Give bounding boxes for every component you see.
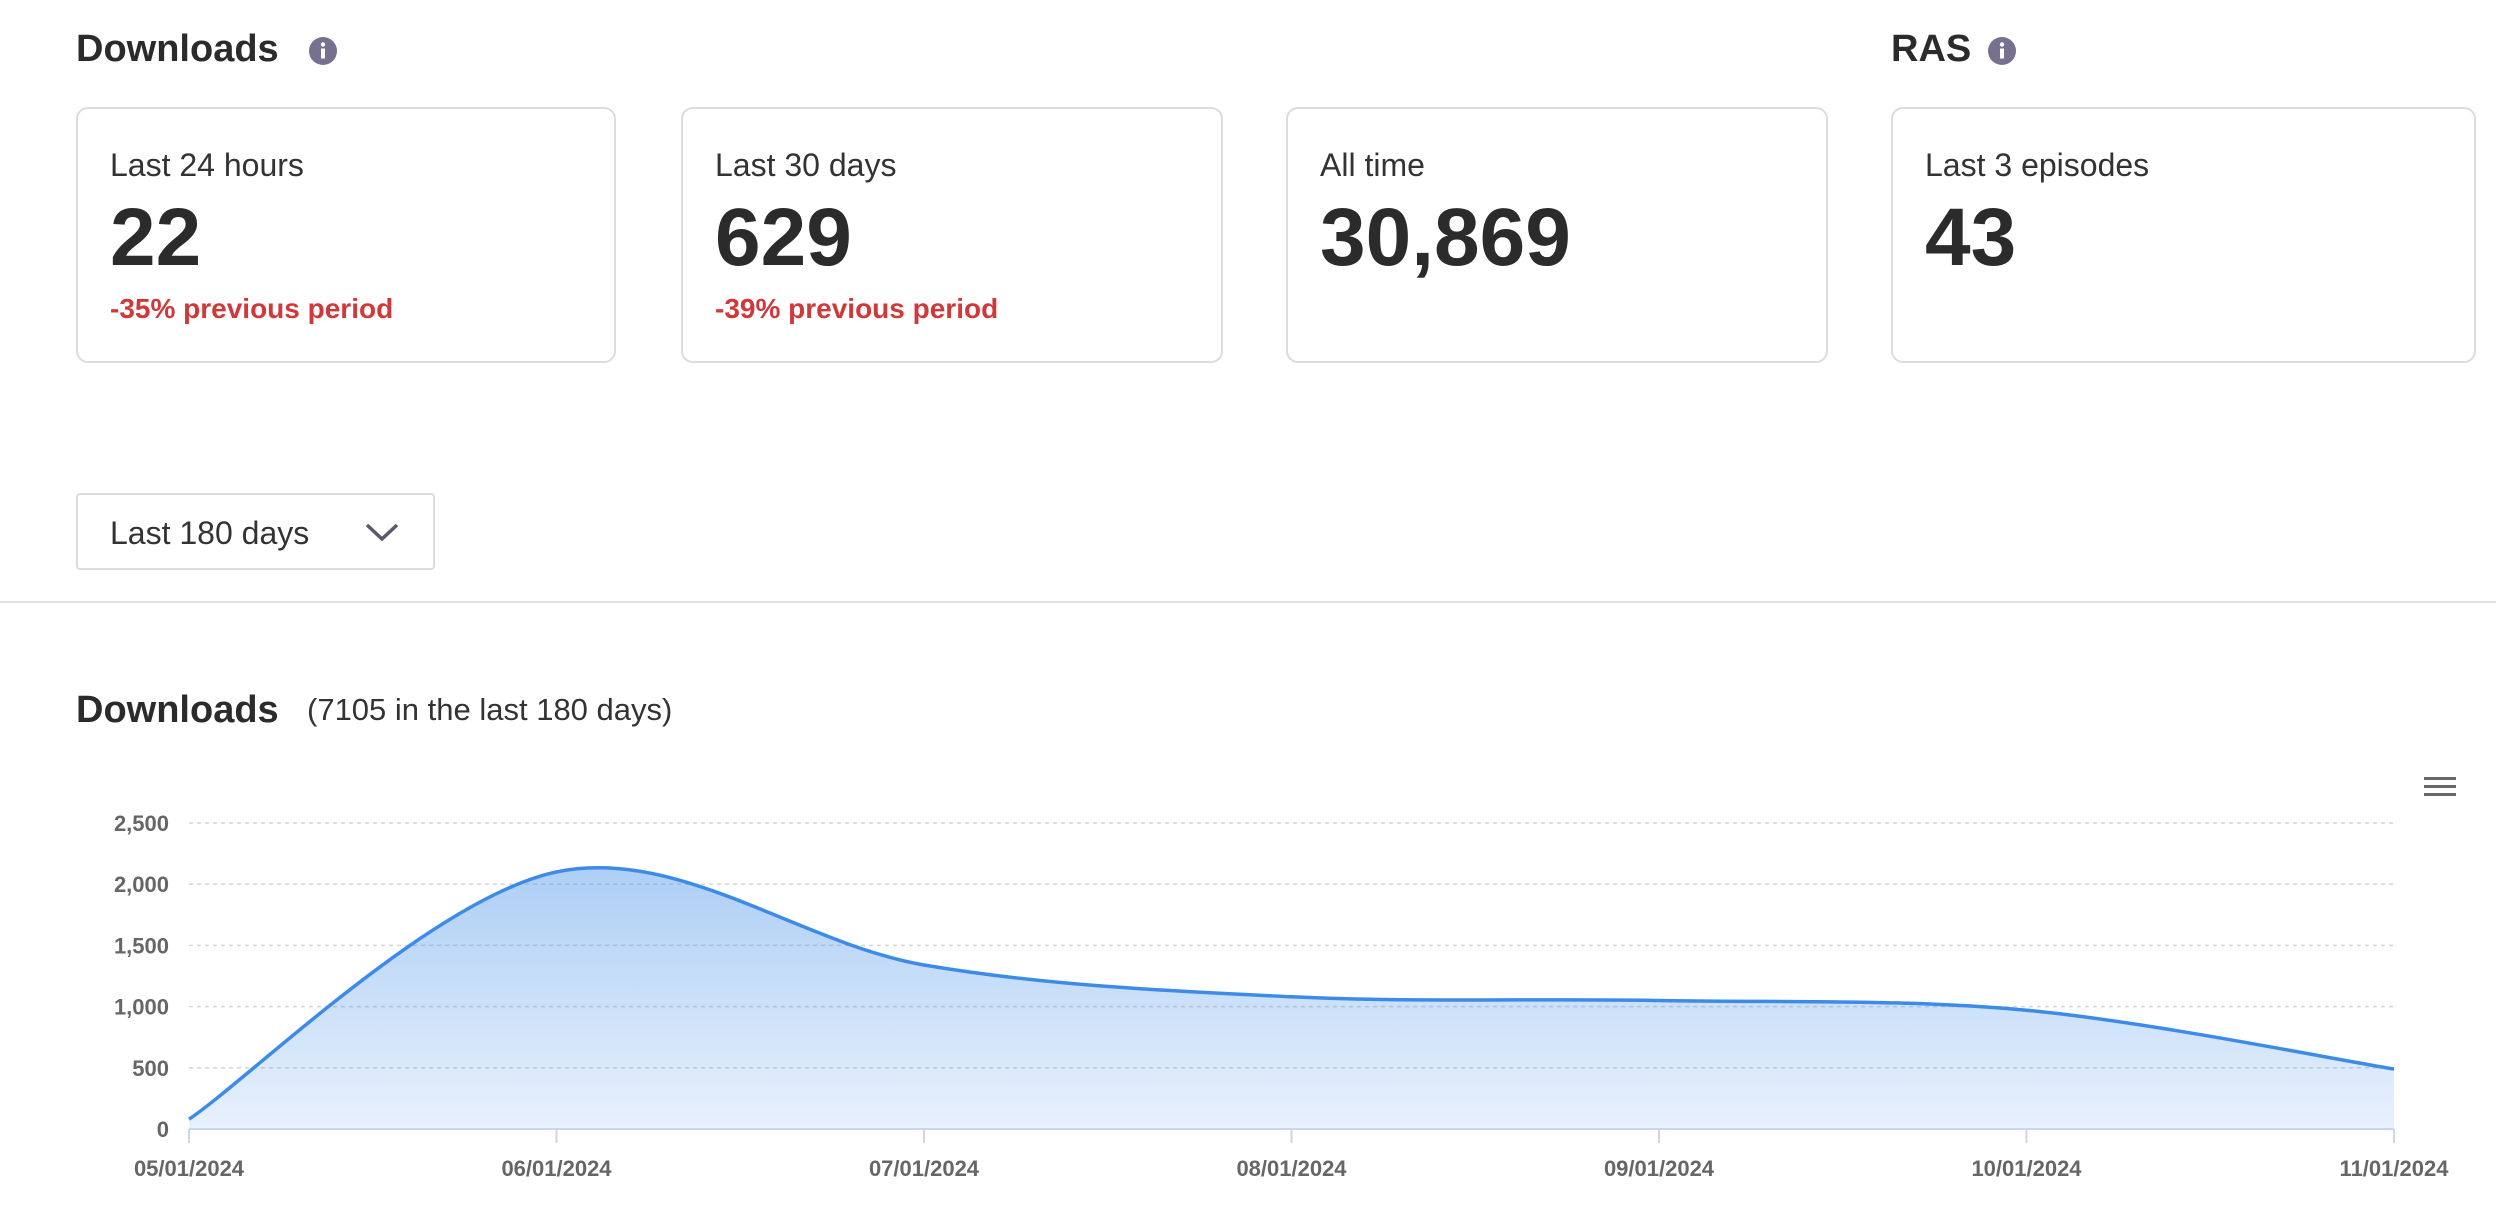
card-value: 629 bbox=[715, 192, 852, 283]
stat-card: Last 30 days 629 -39% previous period bbox=[681, 107, 1223, 363]
card-label: Last 24 hours bbox=[110, 147, 304, 183]
card-label: Last 30 days bbox=[715, 147, 897, 183]
chart-title: Downloads bbox=[76, 689, 279, 731]
info-icon[interactable] bbox=[1987, 36, 2017, 66]
chevron bbox=[365, 523, 399, 542]
period-dropdown[interactable]: Last 180 days bbox=[76, 493, 435, 570]
card-label: All time bbox=[1320, 147, 1425, 183]
card-label: Last 3 episodes bbox=[1925, 147, 2150, 183]
x-tick-label: 11/01/2024 bbox=[2340, 1156, 2450, 1181]
section-title: RAS bbox=[1891, 28, 1972, 70]
card-value: 22 bbox=[110, 192, 202, 283]
x-tick-label: 06/01/2024 bbox=[501, 1156, 612, 1181]
x-tick-label: 10/01/2024 bbox=[1971, 1156, 2082, 1181]
y-tick-label: 2,500 bbox=[114, 811, 169, 836]
y-tick-label: 1,500 bbox=[114, 933, 169, 958]
x-tick-label: 05/01/2024 bbox=[134, 1156, 245, 1181]
chart-subtitle: (7105 in the last 180 days) bbox=[307, 692, 672, 727]
x-tick-label: 08/01/2024 bbox=[1236, 1156, 1347, 1181]
card-value: 43 bbox=[1925, 192, 2017, 283]
section-title: Downloads bbox=[76, 28, 279, 70]
info-icon[interactable] bbox=[308, 36, 338, 66]
line bbox=[188, 866, 2395, 1121]
dropdown-label: Last 180 days bbox=[110, 515, 310, 551]
stat-card: All time 30,869 bbox=[1286, 107, 1828, 363]
y-tick-label: 2,000 bbox=[114, 872, 169, 897]
menu-icon[interactable] bbox=[2424, 777, 2456, 796]
x-tick-label: 07/01/2024 bbox=[869, 1156, 980, 1181]
card-value: 30,869 bbox=[1320, 192, 1571, 283]
card-change: -39% previous period bbox=[715, 293, 999, 324]
y-tick-label: 0 bbox=[157, 1117, 169, 1142]
card-change: -35% previous period bbox=[110, 293, 394, 324]
divider bbox=[0, 601, 2496, 603]
stat-card: Last 3 episodes 43 bbox=[1891, 107, 2476, 363]
stat-card: Last 24 hours 22 -35% previous period bbox=[76, 107, 616, 363]
x-tick-label: 09/01/2024 bbox=[1604, 1156, 1715, 1181]
y-tick-label: 1,000 bbox=[114, 995, 169, 1020]
y-tick-label: 500 bbox=[132, 1056, 169, 1081]
